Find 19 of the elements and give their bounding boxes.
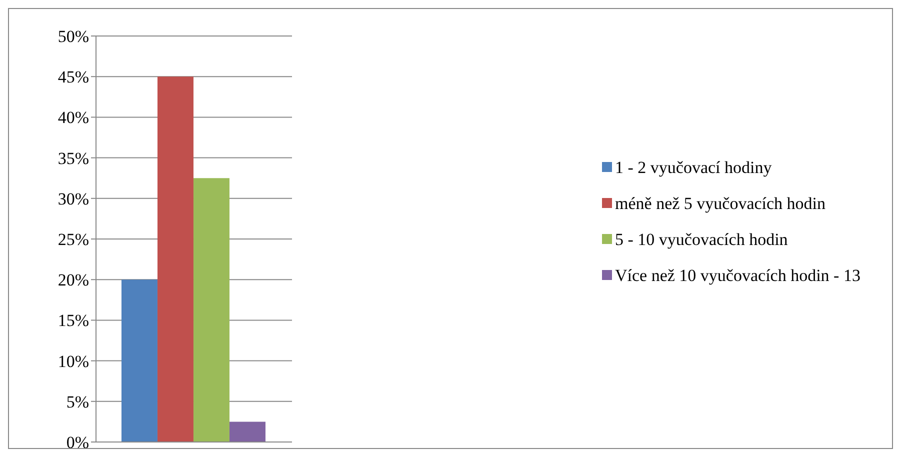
y-tick-label: 35% <box>58 148 89 168</box>
bar <box>229 422 266 442</box>
legend-label: méně než 5 vyučovacích hodin <box>615 192 826 214</box>
legend-label: Více než 10 vyučovacích hodin - 13 <box>615 264 860 286</box>
bar <box>157 76 194 442</box>
bar <box>193 178 230 442</box>
y-tick-label: 20% <box>58 270 89 290</box>
y-tick-label: 10% <box>58 352 89 371</box>
y-tick-label: 30% <box>58 189 89 208</box>
y-tick-label: 50% <box>58 27 89 46</box>
legend-label: 5 - 10 vyučovacích hodin <box>615 228 788 250</box>
y-tick-label: 45% <box>58 68 89 87</box>
bar <box>121 280 158 442</box>
y-tick-label: 25% <box>58 230 89 250</box>
y-tick-label: 0% <box>66 433 89 452</box>
y-tick-label: 40% <box>58 108 89 128</box>
y-tick-label: 5% <box>66 392 89 412</box>
legend-label: 1 - 2 vyučovací hodiny <box>615 156 772 178</box>
y-tick-label: 15% <box>58 311 89 330</box>
